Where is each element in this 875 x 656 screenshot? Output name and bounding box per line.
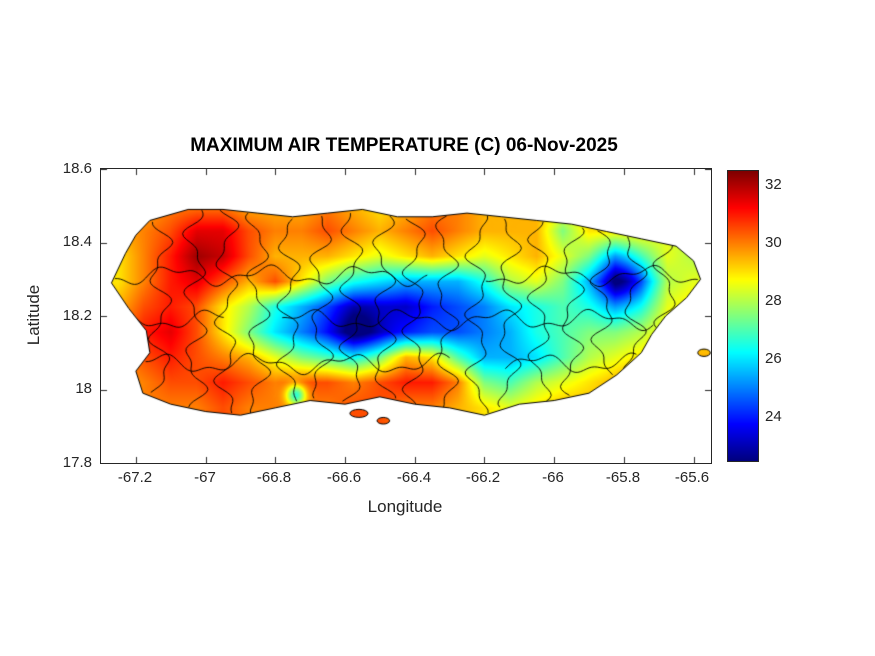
x-tick-label: -66.8: [256, 469, 292, 486]
chart-title: MAXIMUM AIR TEMPERATURE (C) 06-Nov-2025: [190, 135, 618, 156]
y-axis-label: Latitude: [24, 284, 43, 346]
colorbar-tick-label: 28: [765, 292, 782, 309]
y-tick-label: 18.4: [62, 233, 92, 250]
colorbar: [727, 170, 759, 462]
temperature-heatmap-canvas: [101, 169, 711, 463]
x-axis-label: Longitude: [367, 497, 443, 516]
x-tick-label: -65.6: [674, 469, 710, 486]
x-tick-label: -66.6: [326, 469, 362, 486]
colorbar-tick-label: 24: [765, 408, 782, 425]
plot-area: [100, 168, 712, 464]
colorbar-tick-label: 32: [765, 176, 782, 193]
x-tick-label: -65.8: [605, 469, 641, 486]
y-tick-label: 18: [75, 380, 92, 397]
x-tick-label: -67: [194, 469, 216, 486]
x-tick-label: -66.4: [396, 469, 432, 486]
colorbar-tick-label: 26: [765, 350, 782, 367]
x-tick-label: -66.2: [465, 469, 501, 486]
y-tick-label: 18.6: [62, 160, 92, 177]
x-tick-label: -66: [542, 469, 564, 486]
x-tick-label: -67.2: [117, 469, 153, 486]
colorbar-tick-label: 30: [765, 234, 782, 251]
y-tick-label: 17.8: [62, 454, 92, 471]
y-tick-label: 18.2: [62, 307, 92, 324]
